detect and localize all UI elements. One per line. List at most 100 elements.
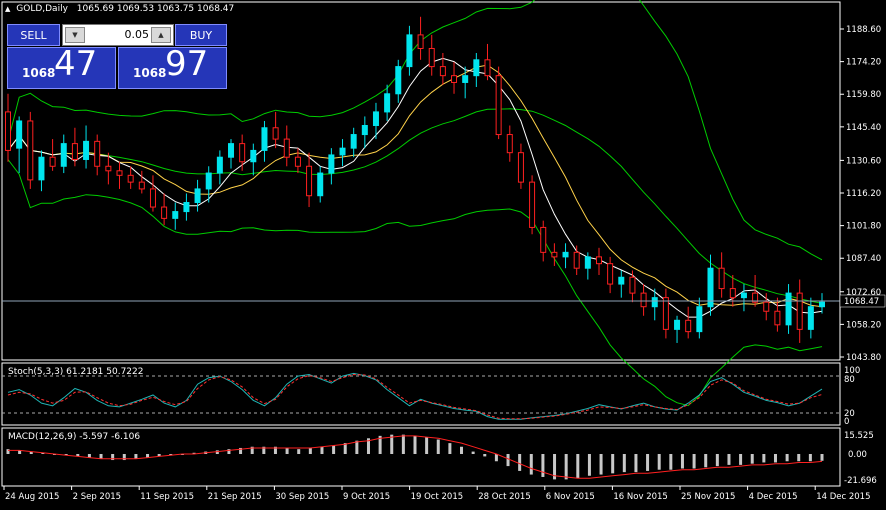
lot-size-value[interactable]: 0.05 [124, 28, 150, 41]
macd-histogram-bar [506, 454, 510, 467]
candle-body [607, 263, 614, 285]
macd-histogram-bar [773, 454, 777, 463]
macd-histogram-bar [622, 454, 626, 473]
candle-body [618, 276, 625, 285]
macd-histogram-bar [146, 454, 150, 458]
sell-button[interactable]: SELL [7, 24, 60, 46]
candle-body [261, 127, 268, 151]
candle-body [239, 143, 246, 163]
stoch-panel-frame [1, 362, 841, 426]
macd-label: MACD(12,26,9) -5.597 -6.106 [8, 432, 141, 442]
candle-body [149, 188, 156, 208]
macd-histogram-bar [797, 454, 801, 462]
candle-body [551, 251, 558, 258]
chart-header: ▲ GOLD,Daily 1065.69 1069.53 1063.75 106… [5, 4, 234, 14]
stoch-main-line [7, 372, 823, 420]
macd-histogram-bar [785, 454, 789, 462]
price-axis: 1188.60 1174.20 1159.80 1145.40 1130.60 1116.… [840, 25, 881, 363]
sell-price-box[interactable]: 1068 47 [7, 44, 116, 89]
candle-body [473, 59, 480, 77]
time-tick-label: 21 Sep 2015 [208, 492, 262, 502]
candle-body [317, 172, 324, 197]
macd-histogram-bar [553, 454, 557, 480]
candle-body [361, 124, 368, 136]
stochastic-oscillator [7, 372, 823, 420]
time-tick-label: 14 Dec 2015 [816, 492, 870, 502]
candle-body [228, 143, 235, 158]
candle-body [350, 134, 357, 149]
lot-increase-icon[interactable]: ▲ [151, 27, 171, 43]
macd-histogram-bar [169, 454, 173, 456]
collapse-triangle-icon[interactable]: ▲ [5, 5, 11, 13]
price-tick-label: 1130.60 [846, 156, 881, 166]
macd-histogram-bar [646, 454, 650, 471]
macd-histogram-bar [134, 454, 138, 459]
buy-price-box[interactable]: 1068 97 [118, 44, 227, 89]
macd-histogram-bar [669, 454, 673, 470]
macd-tick-zero: 0.00 [848, 450, 867, 460]
macd-histogram-bar [739, 454, 743, 465]
lot-size-field[interactable]: ▼ 0.05 ▲ [62, 24, 174, 46]
candle-body [674, 319, 681, 330]
candle-body [27, 120, 34, 181]
main-chart-frame [1, 1, 841, 361]
time-axis: 24 Aug 2015 2 Sep 2015 11 Sep 2015 21 Sep 2… [3, 486, 871, 502]
macd-histogram-bar [6, 449, 10, 454]
price-tick-label: 1072.60 [846, 288, 881, 298]
candle-body [428, 47, 435, 68]
candle-body [696, 306, 703, 333]
candle-body [306, 165, 313, 197]
macd-histogram-bar [436, 439, 440, 454]
candle-body [161, 206, 168, 219]
candle-body [439, 66, 446, 77]
candle-body [328, 154, 335, 174]
buy-price-pips: 97 [165, 44, 209, 84]
candle-body [517, 152, 524, 183]
sell-price-prefix: 1068 [22, 66, 56, 80]
candle-body [16, 120, 23, 149]
candle-body [807, 306, 814, 330]
time-tick-label: 30 Sep 2015 [275, 492, 329, 502]
bollinger-middle-line [7, 108, 823, 304]
buy-button[interactable]: BUY [175, 24, 227, 46]
macd-tick-top: 15.525 [844, 431, 874, 441]
time-tick-label: 6 Nov 2015 [546, 492, 595, 502]
lot-decrease-icon[interactable]: ▼ [65, 27, 85, 43]
macd-histogram-bar [587, 454, 591, 476]
candle-body [763, 301, 770, 312]
macd-histogram-bar [820, 454, 824, 461]
time-tick-label: 11 Sep 2015 [140, 492, 194, 502]
one-click-trading-panel: SELL ▼ 0.05 ▲ BUY 1068 47 1068 97 [7, 23, 227, 89]
candle-body [729, 288, 736, 299]
macd-histogram-bar [87, 454, 91, 458]
candle-body [105, 165, 112, 172]
time-tick-label: 9 Oct 2015 [343, 492, 390, 502]
candles [5, 16, 825, 343]
candle-body [562, 251, 569, 258]
macd-histogram-bar [599, 454, 603, 475]
macd-histogram-bar [448, 443, 452, 454]
current-price-box [839, 294, 886, 308]
candle-body [462, 75, 469, 83]
macd-histogram-bar [657, 454, 661, 470]
ma-slow-line [7, 64, 823, 308]
candle-body [417, 34, 424, 49]
candle-body [640, 292, 647, 308]
price-tick-label: 1116.20 [846, 189, 881, 199]
candle-body [707, 267, 714, 308]
macd-histogram-bar [355, 440, 359, 454]
macd-histogram-bar [471, 451, 475, 454]
macd-histogram-bar [285, 447, 289, 454]
macd-histogram-bar [18, 450, 22, 454]
macd-histogram-bar [308, 447, 312, 454]
macd-histogram-bar [460, 446, 464, 454]
macd-histogram-bar [634, 454, 638, 473]
candle-body [406, 34, 413, 68]
macd-histogram-bar [715, 454, 719, 467]
macd-histogram-bar [401, 434, 405, 454]
stoch-tick-80: 80 [844, 375, 855, 385]
candle-body [573, 251, 580, 269]
candle-body [651, 297, 658, 308]
candle-body [584, 256, 591, 269]
